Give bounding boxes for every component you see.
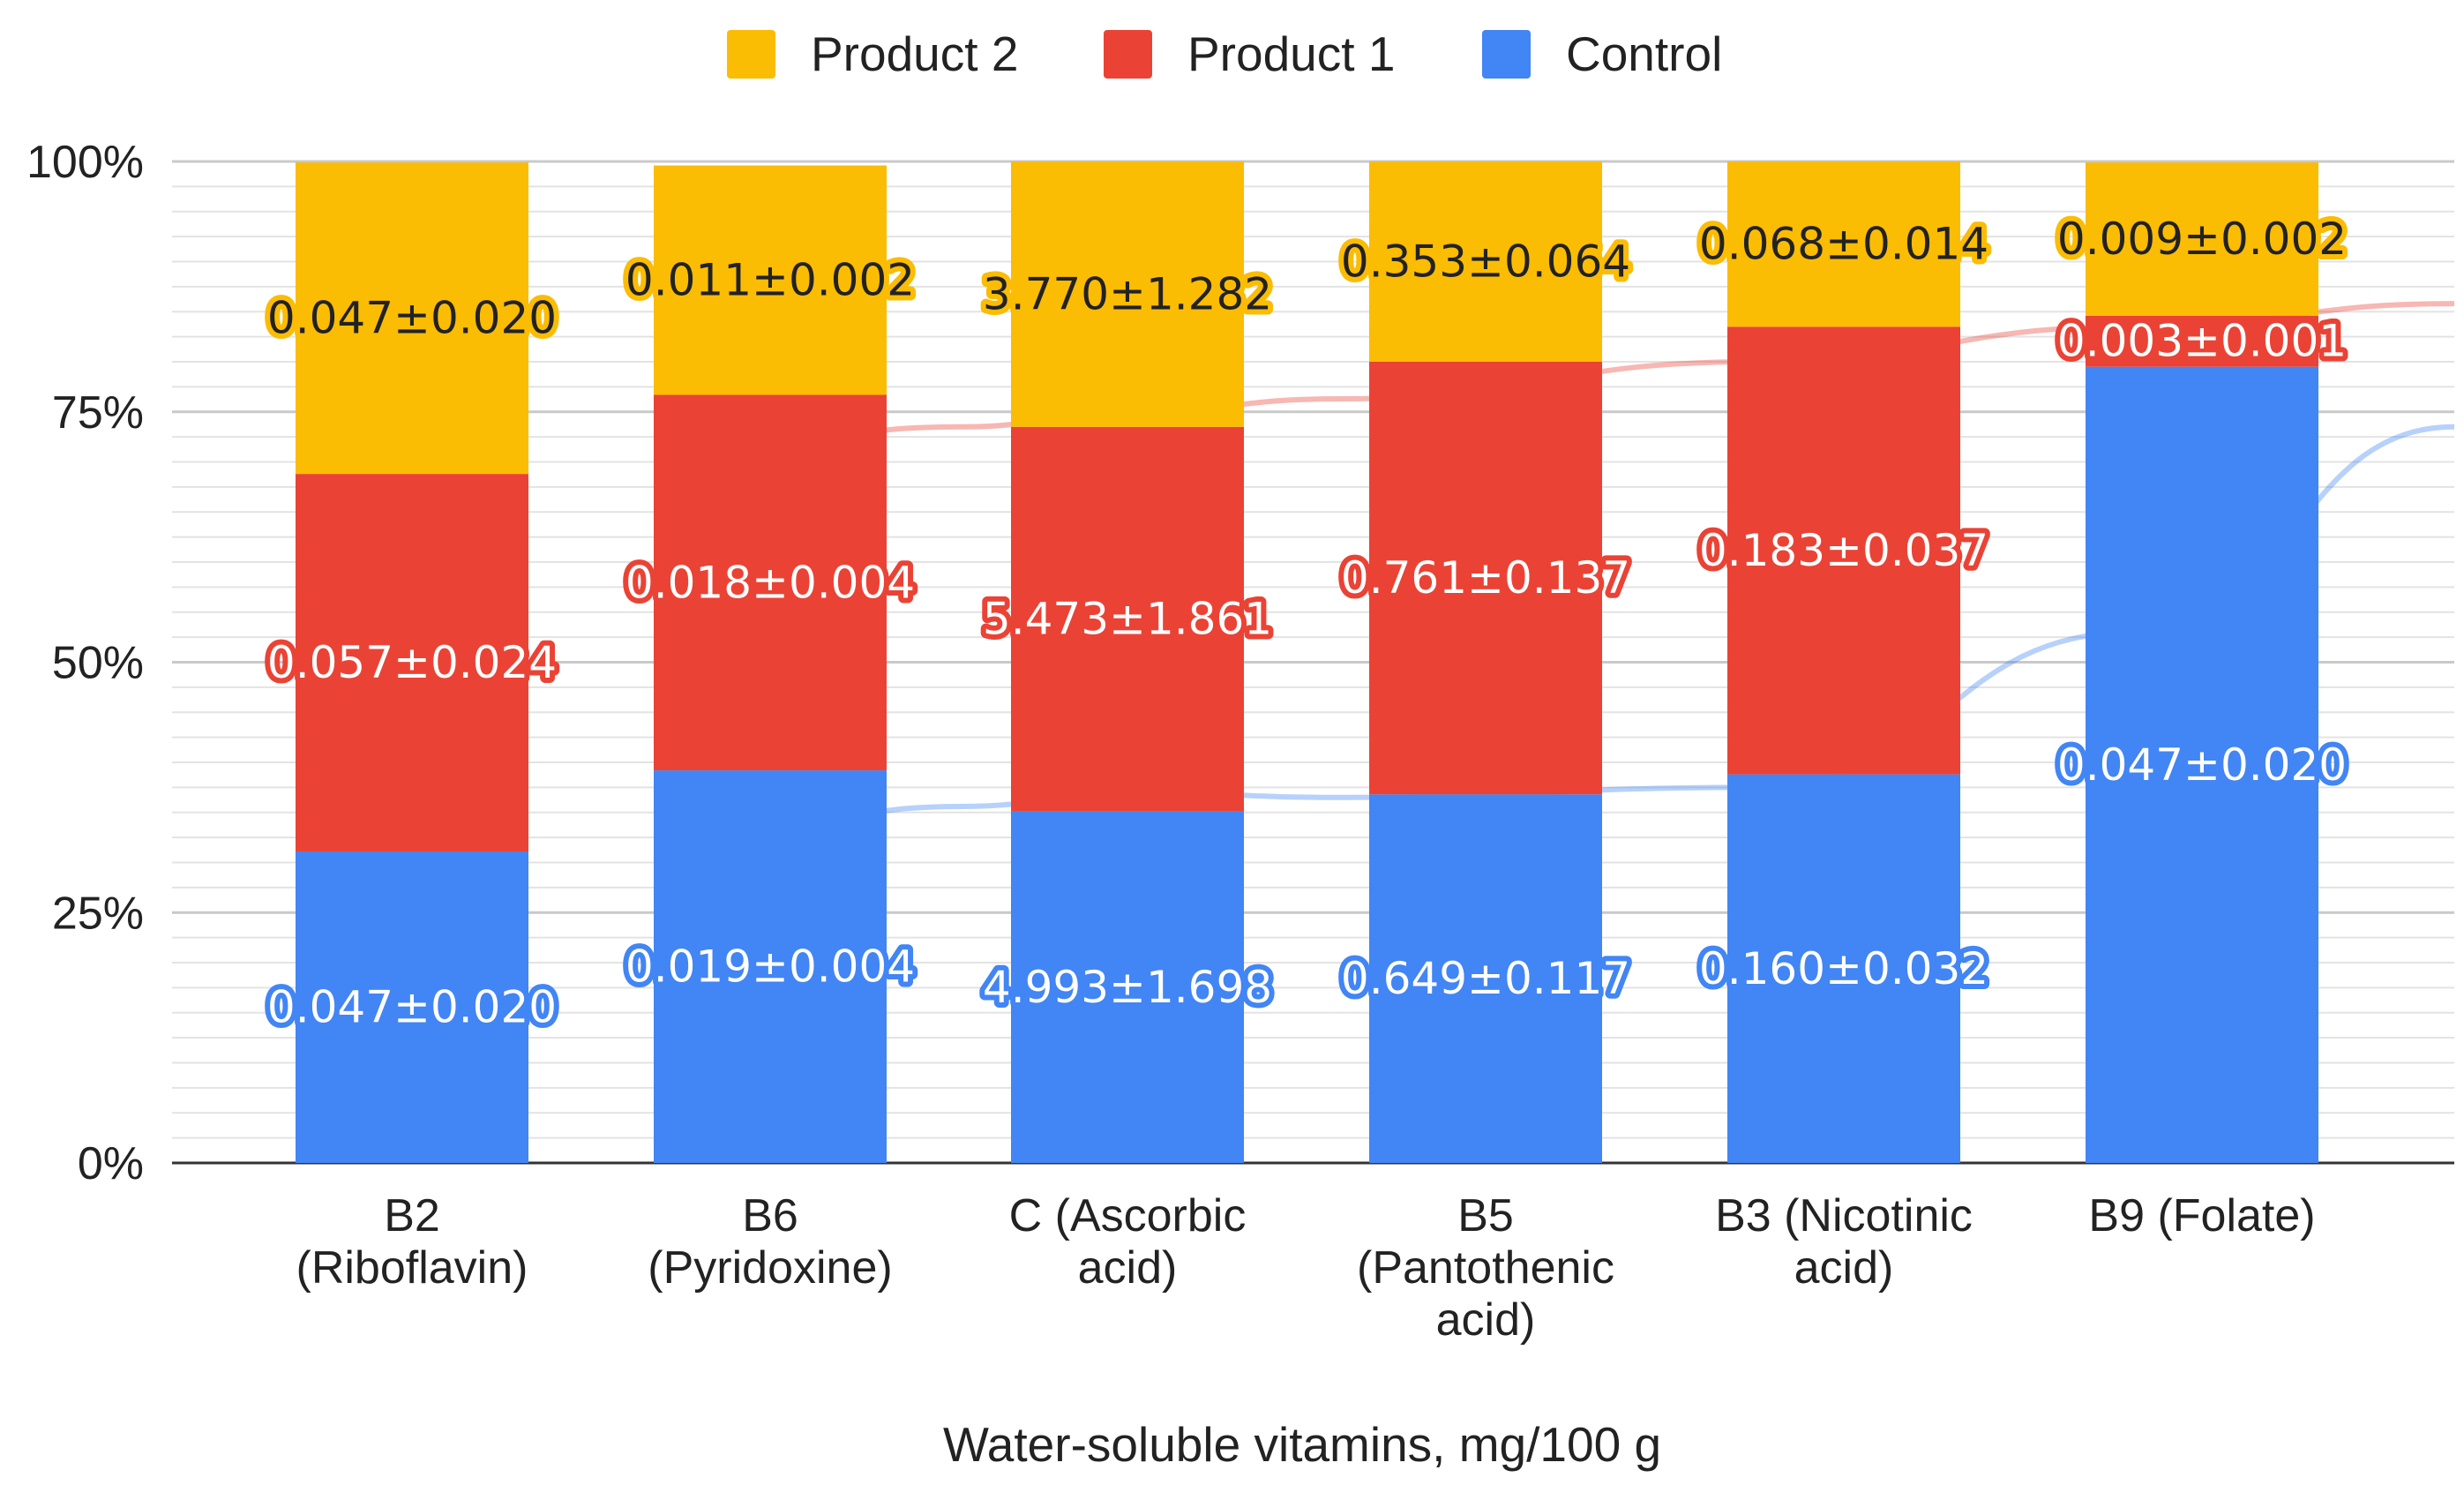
bar-product-1: [296, 474, 528, 852]
x-tick-label: B2 (Riboflavin): [296, 1190, 528, 1294]
x-tick-label: C (Ascorbic acid): [1009, 1190, 1247, 1294]
legend-label: Control: [1566, 26, 1722, 81]
y-tick-label: 25%: [52, 888, 144, 939]
bar-product-1: [1727, 326, 1960, 775]
data-label-product-2: 0.068±0.014: [1699, 219, 1988, 270]
bar-product-2: [296, 162, 528, 475]
data-label-product-1: 0.761±0.137: [1341, 552, 1630, 604]
data-label-control: 0.649±0.117: [1341, 953, 1630, 1004]
bar-product-2: [2086, 162, 2318, 316]
data-label-product-2: 0.009±0.002: [2057, 214, 2347, 265]
bar-control: [654, 770, 887, 1163]
data-label-product-1: 5.473±1.861: [983, 594, 1272, 645]
data-label-product-2: 0.011±0.002: [625, 254, 915, 305]
data-label-product-2: 3.770±1.282: [983, 268, 1272, 319]
y-tick-label: 0%: [78, 1138, 144, 1189]
data-label-product-1: 0.018±0.004: [625, 557, 915, 608]
bar-product-1: [2086, 315, 2318, 367]
data-label-control: 0.047±0.020: [267, 982, 557, 1033]
gridlines: [172, 160, 2454, 1165]
x-axis-title: Water-soluble vitamins, mg/100 g: [943, 1417, 1661, 1472]
y-tick-label: 100%: [26, 137, 144, 188]
bar-control: [1727, 774, 1960, 1163]
legend-swatch: [1104, 30, 1152, 79]
x-tick-label: B3 (Nicotinic acid): [1715, 1190, 1973, 1294]
data-label-control: 0.160±0.032: [1699, 943, 1988, 994]
x-tick-label: B9 (Folate): [2088, 1190, 2315, 1241]
data-label-control: 4.993±1.698: [983, 962, 1272, 1013]
bar-control: [2086, 366, 2318, 1163]
bar-product-1: [1369, 362, 1602, 795]
bar-control: [1369, 794, 1602, 1163]
bar-product-1: [1011, 426, 1244, 812]
data-label-product-2: 0.353±0.064: [1341, 236, 1630, 288]
bar-product-1: [654, 394, 887, 771]
bar-product-2: [1011, 161, 1244, 427]
x-axis-ticks: B2 (Riboflavin) B6 (Pyridoxine) C (Ascorbic a…: [296, 1190, 2316, 1346]
data-label-control: 0.019±0.004: [625, 941, 915, 993]
data-label-product-1: 0.183±0.037: [1699, 525, 1988, 576]
bar-control: [1011, 811, 1244, 1163]
bar-product-2: [1727, 161, 1960, 327]
legend-label: Product 2: [811, 26, 1018, 81]
data-label-product-1: 0.003±0.001: [2057, 316, 2347, 367]
data-label-product-1: 0.057±0.024: [267, 637, 557, 688]
x-tick-label: B6 (Pyridoxine): [648, 1190, 892, 1294]
bar-control: [296, 851, 528, 1163]
y-axis-ticks: 0% 25% 50% 75% 100%: [26, 137, 144, 1189]
x-tick-label: B5 (Pantothenic acid): [1357, 1190, 1614, 1346]
data-labels: 0.047±0.020 0.057±0.024 0.047±0.020 0.019±0…: [262, 208, 2352, 1039]
data-label-control: 0.047±0.020: [2057, 739, 2347, 791]
legend-swatch: [727, 30, 775, 79]
bar-product-2: [1369, 161, 1602, 362]
bar-product-2: [654, 165, 887, 395]
data-label-product-2: 0.047±0.020: [267, 293, 557, 344]
legend-label: Product 1: [1187, 26, 1395, 81]
y-tick-label: 75%: [52, 387, 144, 439]
bars: [296, 161, 2318, 1163]
legend-swatch: [1482, 30, 1531, 79]
y-tick-label: 50%: [52, 638, 144, 689]
legend: Product 2 Product 1 Control: [727, 26, 1722, 81]
